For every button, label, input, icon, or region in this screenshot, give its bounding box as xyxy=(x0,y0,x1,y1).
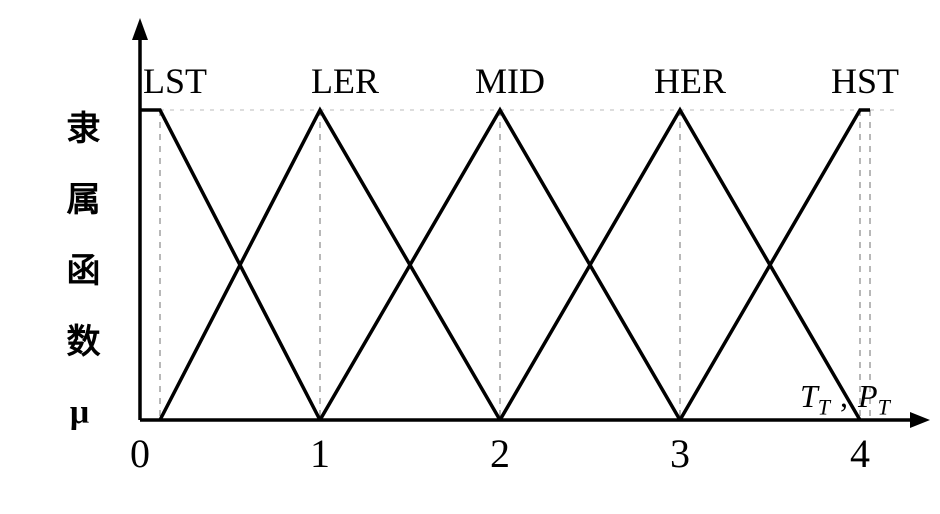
top-label-lst: LST xyxy=(143,60,207,102)
top-label-ler: LER xyxy=(311,60,379,102)
x-axis-label-comma: , xyxy=(840,378,848,414)
x-axis-arrow xyxy=(910,412,930,428)
mf-her xyxy=(500,110,860,420)
x-axis-label-P: P xyxy=(858,378,878,414)
mf-lst xyxy=(140,110,320,420)
y-axis-label: 隶 属 函 数 μ xyxy=(55,110,104,431)
xtick-3: 3 xyxy=(670,430,690,477)
top-label-her: HER xyxy=(654,60,726,102)
y-axis-arrow xyxy=(132,18,148,40)
top-label-hst: HST xyxy=(831,60,899,102)
x-axis-label-Tsub: T xyxy=(818,394,830,419)
mf-ler xyxy=(160,110,500,420)
xtick-2: 2 xyxy=(490,430,510,477)
xtick-0: 0 xyxy=(130,430,150,477)
x-axis-label: TT , PT xyxy=(800,378,890,420)
x-axis-label-Psub: T xyxy=(878,394,890,419)
top-label-mid: MID xyxy=(475,60,545,102)
mf-mid xyxy=(320,110,680,420)
xtick-4: 4 xyxy=(850,430,870,477)
membership-chart: 隶 属 函 数 μ LST LER MID HER HST 0 1 2 3 4 … xyxy=(0,0,940,514)
x-axis-label-T: T xyxy=(800,378,818,414)
xtick-1: 1 xyxy=(310,430,330,477)
